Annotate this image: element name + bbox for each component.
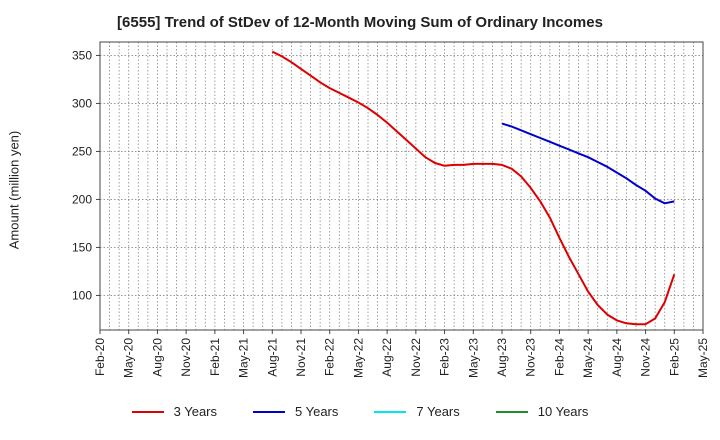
x-tick-label: Aug-24 — [610, 338, 624, 377]
x-tick-label: Aug-23 — [495, 338, 509, 377]
legend-swatch — [495, 410, 528, 413]
x-tick-label: Feb-24 — [552, 338, 566, 376]
x-tick-label: Aug-22 — [380, 338, 394, 377]
x-tick-label: Nov-22 — [409, 338, 423, 377]
legend-swatch — [131, 410, 164, 413]
x-tick-label: Aug-20 — [150, 338, 164, 377]
x-tick-label: May-23 — [466, 338, 480, 378]
grid-layer — [99, 42, 704, 330]
series-line-5-years — [501, 122, 675, 205]
y-tick-label: 200 — [72, 192, 92, 206]
x-tick-label: May-20 — [122, 338, 136, 378]
plot-frame — [99, 41, 704, 331]
y-tick-label: 350 — [72, 48, 92, 62]
x-tick-label: May-21 — [237, 338, 251, 378]
x-tick-label: May-24 — [581, 338, 595, 378]
x-tick-label: Nov-20 — [179, 338, 193, 377]
y-tick-label: 100 — [72, 288, 92, 302]
y-tick-label: 300 — [72, 96, 92, 110]
legend-item-3-years: 3 Years — [131, 404, 217, 419]
legend: 3 Years 5 Years 7 Years 10 Years — [0, 404, 720, 419]
y-tick-layer: 100 150 200 250 300 350 — [72, 48, 100, 302]
x-tick-label: Feb-20 — [93, 338, 107, 376]
x-tick-label: Nov-24 — [639, 338, 653, 377]
x-tick-label: Feb-25 — [667, 338, 681, 376]
x-tick-layer: Feb-20 May-20 Aug-20 Nov-20 Feb-21 May-21 Aug-… — [93, 330, 710, 378]
y-tick-label: 250 — [72, 144, 92, 158]
x-tick-label: Aug-21 — [265, 338, 279, 377]
legend-label: 3 Years — [173, 404, 217, 419]
plot-area: 100 150 200 250 300 350 Feb-20 May-20 Aug-20 Nov… — [72, 41, 710, 378]
x-tick-label: May-25 — [696, 338, 710, 378]
legend-item-5-years: 5 Years — [253, 404, 338, 419]
legend-label: 5 Years — [295, 404, 339, 419]
series-layer — [271, 50, 676, 326]
legend-label: 7 Years — [416, 404, 460, 419]
x-tick-label: May-22 — [351, 338, 365, 378]
legend-swatch — [374, 410, 407, 413]
chart-title: [6555] Trend of StDev of 12-Month Moving… — [117, 14, 603, 31]
legend-item-10-years: 10 Years — [495, 404, 589, 419]
x-tick-label: Nov-23 — [524, 338, 538, 377]
series-line-3-years — [271, 50, 676, 326]
x-tick-label: Nov-21 — [294, 338, 308, 377]
x-tick-label: Feb-22 — [323, 338, 337, 376]
x-tick-label: Feb-21 — [208, 338, 222, 376]
legend-label: 10 Years — [537, 404, 589, 419]
y-tick-label: 150 — [72, 240, 92, 254]
x-tick-label: Feb-23 — [438, 338, 452, 376]
legend-item-7-years: 7 Years — [374, 404, 460, 419]
legend-swatch — [253, 410, 285, 413]
